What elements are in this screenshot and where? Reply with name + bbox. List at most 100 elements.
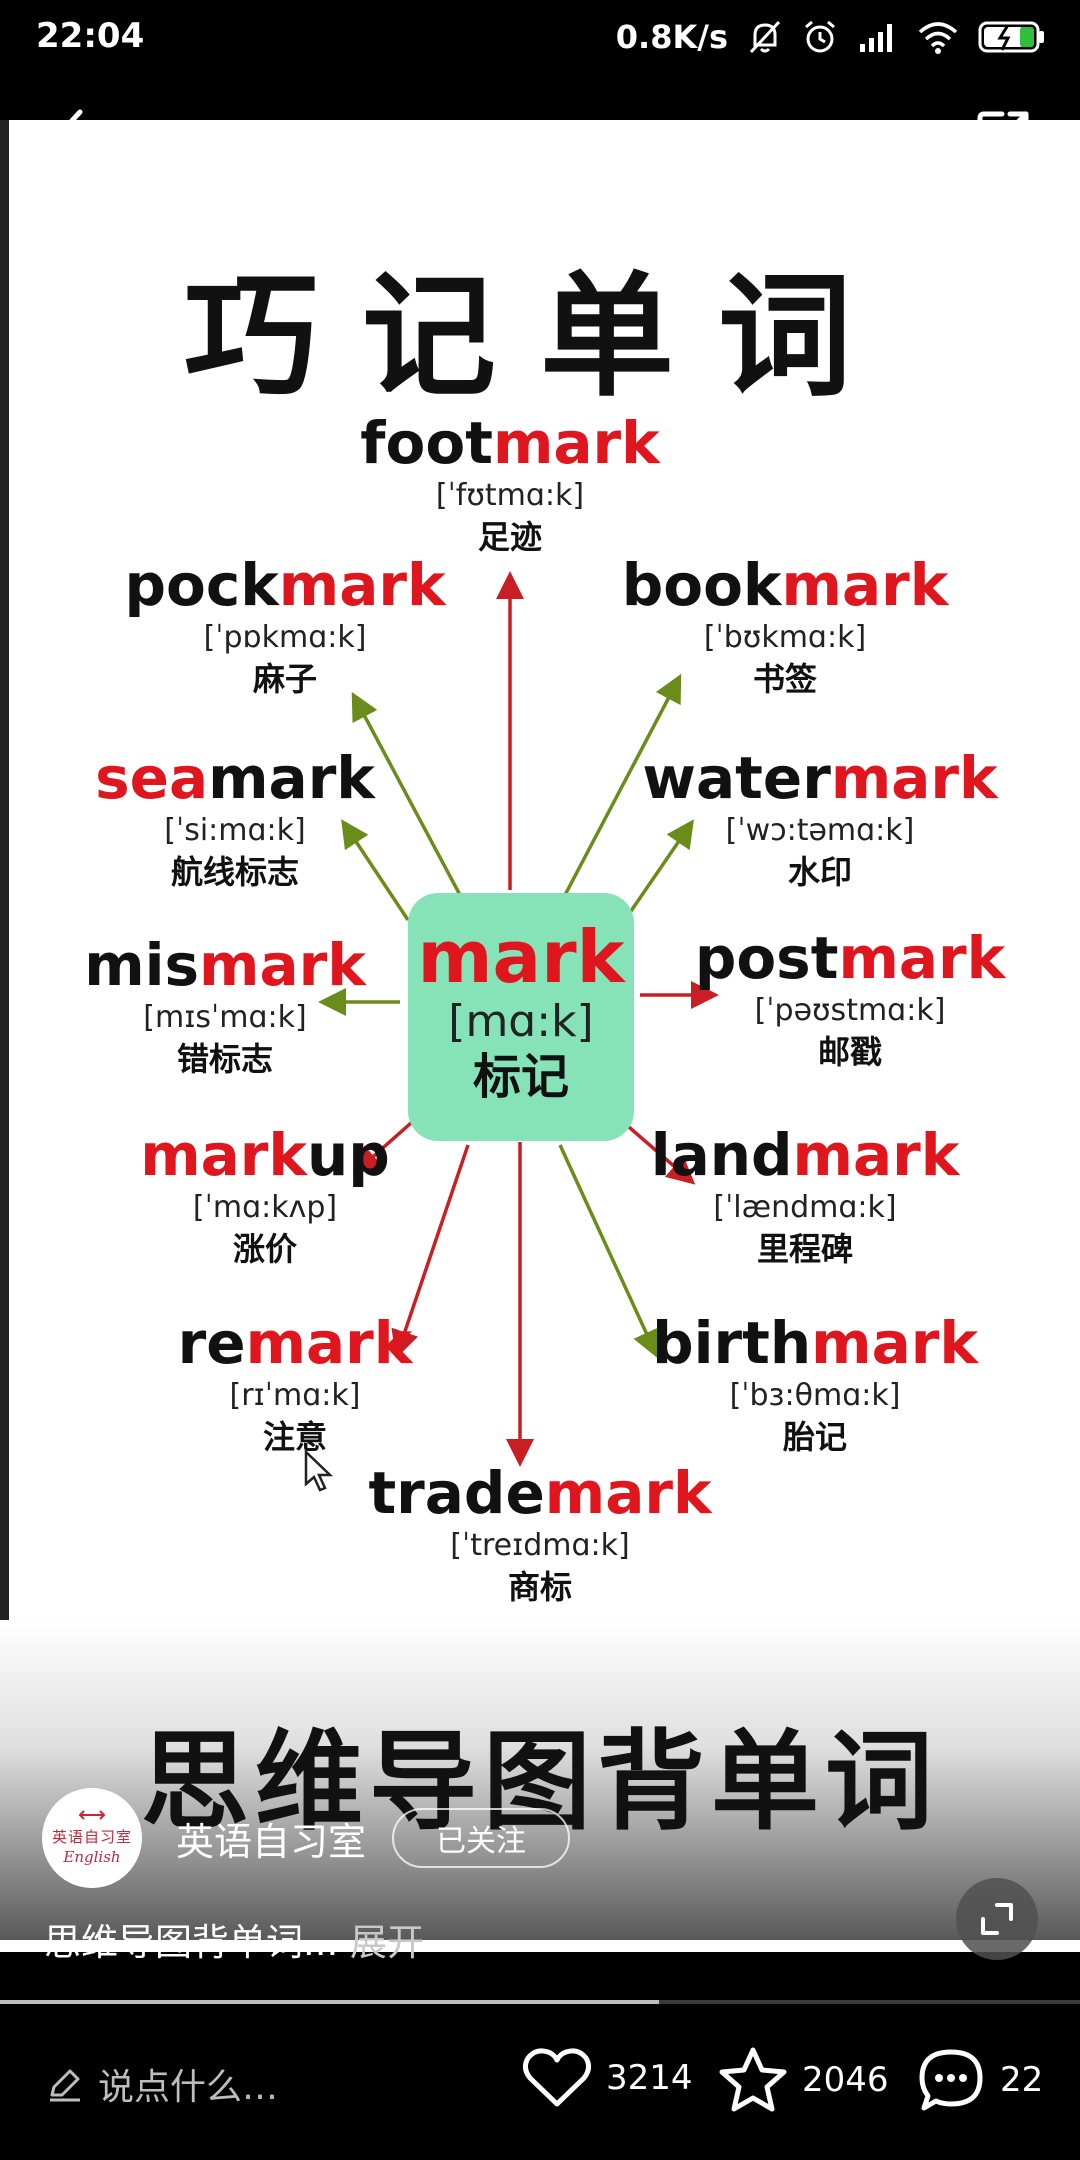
word-meaning: 错标志	[176, 1040, 273, 1078]
word-meaning: 邮戳	[817, 1033, 882, 1071]
word-english: seamark	[95, 744, 375, 812]
word-footmark: footmark [ˈfʊtmɑ:k] 足迹	[330, 410, 690, 558]
word-meaning: 航线标志	[170, 853, 299, 891]
word-english: landmark	[650, 1121, 960, 1189]
word-english: trademark	[368, 1459, 712, 1527]
author-name[interactable]: 英语自习室	[176, 1819, 367, 1864]
share-icon	[977, 111, 1029, 163]
mute-bell-icon	[748, 19, 782, 55]
video-progress-fill	[0, 2000, 659, 2004]
alarm-icon	[802, 19, 838, 55]
mindmap-arrow	[352, 1113, 422, 1175]
follow-button[interactable]: 已关注	[392, 1808, 571, 1868]
video-progress-bar[interactable]	[0, 2000, 1080, 2004]
word-english: footmark	[360, 409, 660, 477]
back-button[interactable]	[50, 106, 90, 170]
center-word: mark	[417, 915, 625, 999]
word-meaning: 胎记	[782, 1418, 847, 1456]
word-meaning: 涨价	[232, 1230, 297, 1268]
word-phonetic: [ˈbɜ:θmɑ:k]	[729, 1378, 901, 1413]
word-landmark: landmark [ˈlændmɑ:k] 里程碑	[640, 1122, 970, 1270]
mindmap-arrow	[558, 1144, 659, 1359]
favorite-button[interactable]: 2046	[718, 2046, 889, 2114]
word-seamark: seamark [ˈsi:mɑ:k] 航线标志	[90, 745, 380, 893]
comment-input[interactable]: 说点什么…	[46, 2058, 278, 2110]
mindmap-arrow	[351, 691, 462, 896]
video-edge	[0, 120, 9, 1620]
word-phonetic: [ˈwɔ:təmɑ:k]	[725, 813, 915, 848]
network-speed: 0.8K/s	[615, 18, 728, 56]
mindmap-arrow	[391, 1144, 470, 1359]
video-frame[interactable]: 巧记单词 footmark [ˈfʊtmɑ:k] 足迹 pockmark [ˈp…	[0, 120, 1080, 1952]
back-icon	[55, 109, 83, 163]
mindmap-arrow	[341, 819, 410, 921]
word-phonetic: [ˈtreɪdmɑ:k]	[450, 1528, 630, 1563]
word-phonetic: [rɪˈmɑ:k]	[229, 1378, 361, 1413]
word-phonetic: [ˈsi:mɑ:k]	[164, 813, 306, 848]
comment-button[interactable]: 22	[916, 2046, 1043, 2114]
expand-icon	[981, 1903, 1013, 1935]
bottom-action-bar: 说点什么… 3214 2046 22	[0, 2006, 1080, 2160]
word-pockmark: pockmark [ˈpɒkmɑ:k] 麻子	[110, 552, 460, 700]
mindmap-arrow	[563, 673, 682, 896]
word-meaning: 注意	[262, 1418, 327, 1456]
favorite-count: 2046	[802, 2060, 889, 2100]
word-phonetic: [ˈpəʊstmɑ:k]	[754, 993, 946, 1028]
word-english: postmark	[694, 924, 1006, 992]
word-english: markup	[140, 1121, 390, 1189]
caption-text: 思维导图背单词...	[44, 1921, 339, 1964]
video-banner-text: 思维导图背单词	[140, 1720, 939, 1845]
pencil-icon	[50, 2069, 80, 2102]
video-caption[interactable]: 思维导图背单词... 展开	[44, 1912, 424, 1966]
share-button[interactable]	[974, 106, 1034, 170]
wifi-icon	[918, 20, 958, 54]
status-time: 22:04	[36, 16, 145, 56]
like-count: 3214	[606, 2058, 693, 2098]
word-english: watermark	[642, 744, 998, 812]
word-watermark: watermark [ˈwɔ:təmɑ:k] 水印	[620, 745, 1020, 893]
word-postmark: postmark [ˈpəʊstmɑ:k] 邮戳	[680, 925, 1020, 1073]
avatar-subtext: English	[63, 1848, 121, 1866]
center-word-box: mark [mɑ:k] 标记	[408, 893, 634, 1141]
comment-placeholder: 说点什么…	[98, 2067, 279, 2108]
video-title-text: 巧记单词	[183, 259, 896, 415]
fullscreen-button[interactable]	[956, 1878, 1038, 1960]
battery-icon	[978, 20, 1046, 54]
avatar-text: 英语自习室	[51, 1828, 132, 1846]
word-phonetic: [mɪsˈmɑ:k]	[143, 1000, 307, 1035]
comment-icon	[919, 2049, 983, 2111]
center-meaning: 标记	[472, 1049, 569, 1105]
like-button[interactable]: 3214	[522, 2046, 693, 2110]
word-birthmark: birthmark [ˈbɜ:θmɑ:k] 胎记	[640, 1310, 990, 1458]
word-phonetic: [ˈmɑ:kʌp]	[192, 1190, 338, 1225]
word-english: mismark	[84, 931, 366, 999]
word-phonetic: [ˈlændmɑ:k]	[713, 1190, 897, 1225]
word-trademark: trademark [ˈtreɪdmɑ:k] 商标	[360, 1460, 720, 1608]
center-phonetic: [mɑ:k]	[448, 996, 594, 1047]
word-remark: remark [rɪˈmɑ:k] 注意	[160, 1310, 430, 1458]
word-english: bookmark	[621, 551, 949, 619]
word-mismark: mismark [mɪsˈmɑ:k] 错标志	[80, 932, 370, 1080]
word-english: pockmark	[124, 551, 446, 619]
status-icons: 0.8K/s	[616, 14, 1046, 60]
comment-count: 22	[1000, 2060, 1044, 2100]
star-icon	[719, 2047, 787, 2112]
word-meaning: 里程碑	[756, 1230, 853, 1268]
word-phonetic: [ˈbʊkmɑ:k]	[703, 620, 867, 655]
word-meaning: 足迹	[477, 518, 542, 556]
caption-expand-link[interactable]: 展开	[338, 1921, 425, 1964]
word-bookmark: bookmark [ˈbʊkmɑ:k] 书签	[600, 552, 970, 700]
signal-icon	[858, 20, 898, 54]
mouse-cursor-icon	[304, 1450, 334, 1492]
word-english: remark	[177, 1309, 413, 1377]
word-meaning: 麻子	[252, 660, 317, 698]
word-meaning: 水印	[787, 853, 852, 891]
video-bottom-gradient	[0, 1620, 1080, 1940]
word-meaning: 书签	[752, 660, 817, 698]
avatar-logo-icon	[78, 1810, 106, 1820]
word-phonetic: [ˈpɒkmɑ:k]	[203, 620, 367, 655]
word-markup: markup [ˈmɑ:kʌp] 涨价	[130, 1122, 400, 1270]
status-bar: 22:04 0.8K/s	[0, 0, 1080, 76]
word-meaning: 商标	[507, 1568, 572, 1606]
author-avatar[interactable]: 英语自习室 English	[42, 1788, 142, 1888]
